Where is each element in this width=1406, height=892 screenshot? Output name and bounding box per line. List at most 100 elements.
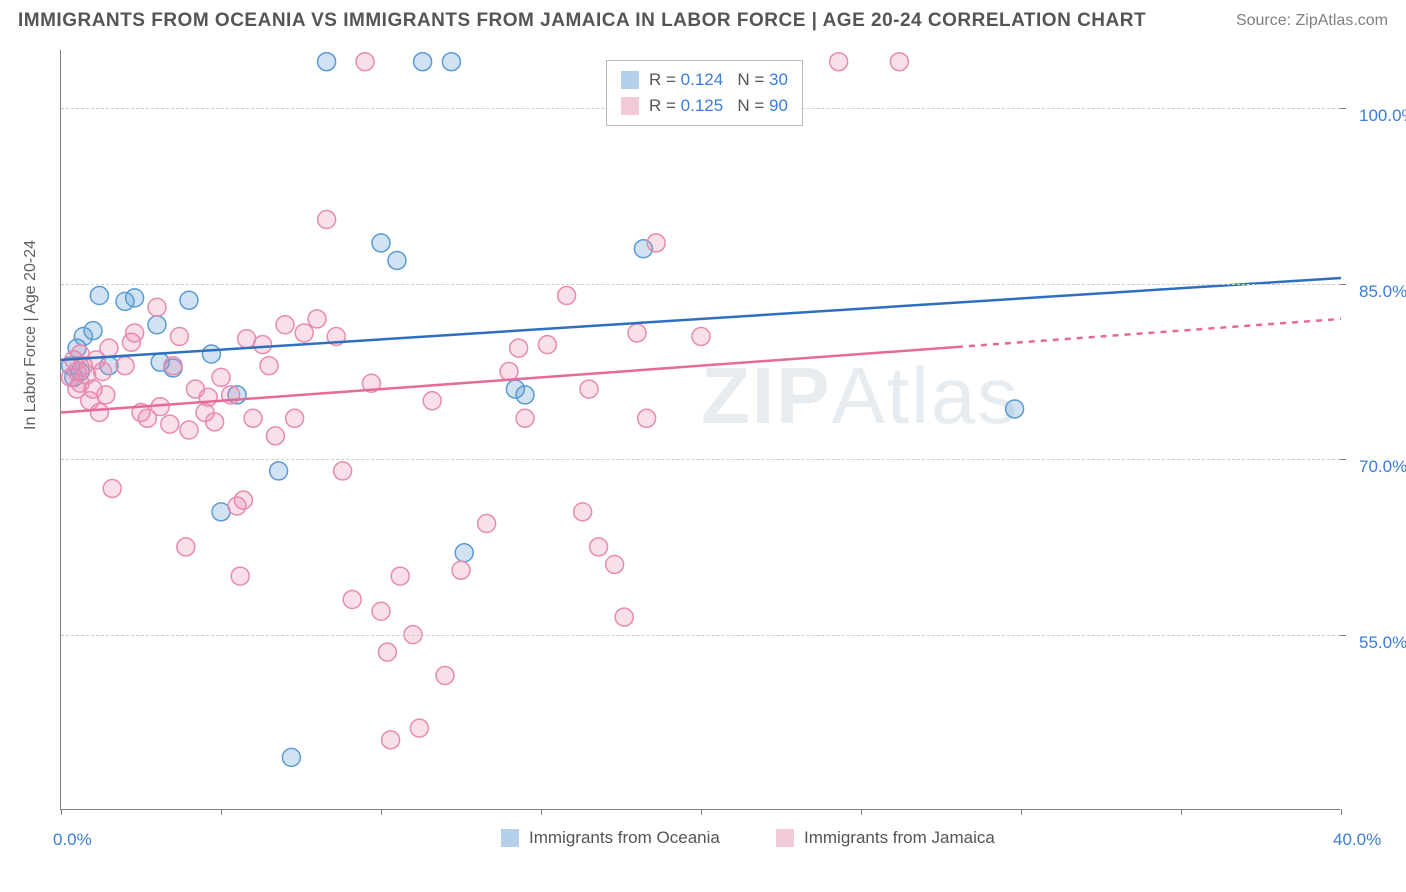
- x-tick: [61, 809, 62, 815]
- y-tick: [1340, 108, 1346, 109]
- legend-bottom-swatch-jamaica: [776, 829, 794, 847]
- x-tick-label: 40.0%: [1333, 830, 1381, 850]
- scatter-point-jamaica: [164, 357, 182, 375]
- scatter-point-jamaica: [308, 310, 326, 328]
- scatter-point-jamaica: [334, 462, 352, 480]
- scatter-point-jamaica: [580, 380, 598, 398]
- scatter-point-jamaica: [382, 731, 400, 749]
- plot-area: ZIPAtlas 55.0%70.0%85.0%100.0%0.0%40.0%R…: [60, 50, 1340, 810]
- scatter-point-oceania: [282, 748, 300, 766]
- scatter-point-jamaica: [890, 53, 908, 71]
- scatter-point-jamaica: [180, 421, 198, 439]
- scatter-point-jamaica: [234, 491, 252, 509]
- chart-svg: [61, 50, 1340, 809]
- legend-stats-row-oceania: R = 0.124 N = 30: [621, 67, 788, 93]
- scatter-point-jamaica: [628, 324, 646, 342]
- y-tick: [1340, 284, 1346, 285]
- scatter-point-oceania: [442, 53, 460, 71]
- scatter-point-jamaica: [391, 567, 409, 585]
- legend-stats-text-jamaica: R = 0.125 N = 90: [649, 96, 788, 116]
- scatter-point-jamaica: [94, 363, 112, 381]
- scatter-point-jamaica: [410, 719, 428, 737]
- legend-bottom-oceania: Immigrants from Oceania: [501, 828, 720, 848]
- x-tick: [1021, 809, 1022, 815]
- scatter-point-oceania: [455, 544, 473, 562]
- x-tick: [541, 809, 542, 815]
- scatter-point-jamaica: [161, 415, 179, 433]
- scatter-point-jamaica: [356, 53, 374, 71]
- y-axis-label: In Labor Force | Age 20-24: [22, 240, 40, 430]
- scatter-point-jamaica: [206, 413, 224, 431]
- scatter-point-jamaica: [378, 643, 396, 661]
- scatter-point-oceania: [270, 462, 288, 480]
- y-tick-label: 100.0%: [1359, 106, 1406, 126]
- scatter-point-jamaica: [647, 234, 665, 252]
- legend-bottom-swatch-oceania: [501, 829, 519, 847]
- legend-bottom-label-oceania: Immigrants from Oceania: [529, 828, 720, 848]
- scatter-point-oceania: [84, 322, 102, 340]
- source-label: Source: ZipAtlas.com: [1236, 12, 1388, 30]
- x-tick: [1341, 809, 1342, 815]
- legend-stats: R = 0.124 N = 30 R = 0.125 N = 90: [606, 60, 803, 126]
- scatter-point-jamaica: [436, 667, 454, 685]
- trend-line-oceania: [61, 278, 1341, 360]
- legend-stats-text-oceania: R = 0.124 N = 30: [649, 70, 788, 90]
- y-tick-label: 85.0%: [1359, 282, 1406, 302]
- legend-swatch-jamaica: [621, 97, 639, 115]
- scatter-point-jamaica: [452, 561, 470, 579]
- scatter-point-oceania: [516, 386, 534, 404]
- scatter-point-jamaica: [266, 427, 284, 445]
- scatter-point-jamaica: [126, 324, 144, 342]
- scatter-point-jamaica: [423, 392, 441, 410]
- scatter-point-jamaica: [343, 591, 361, 609]
- title-bar: IMMIGRANTS FROM OCEANIA VS IMMIGRANTS FR…: [0, 0, 1406, 36]
- scatter-point-jamaica: [116, 357, 134, 375]
- y-tick-label: 55.0%: [1359, 633, 1406, 653]
- scatter-point-oceania: [318, 53, 336, 71]
- scatter-point-oceania: [372, 234, 390, 252]
- legend-bottom-label-jamaica: Immigrants from Jamaica: [804, 828, 995, 848]
- scatter-point-jamaica: [538, 336, 556, 354]
- scatter-point-jamaica: [692, 327, 710, 345]
- scatter-point-jamaica: [100, 339, 118, 357]
- x-tick: [1181, 809, 1182, 815]
- scatter-point-jamaica: [478, 515, 496, 533]
- scatter-point-oceania: [388, 251, 406, 269]
- gridline-h: [61, 284, 1340, 285]
- trend-line-jamaica-dashed: [957, 319, 1341, 347]
- scatter-point-jamaica: [558, 287, 576, 305]
- scatter-point-jamaica: [615, 608, 633, 626]
- scatter-point-jamaica: [830, 53, 848, 71]
- scatter-point-oceania: [90, 287, 108, 305]
- legend-swatch-oceania: [621, 71, 639, 89]
- x-tick: [861, 809, 862, 815]
- scatter-point-jamaica: [212, 368, 230, 386]
- chart-container: IMMIGRANTS FROM OCEANIA VS IMMIGRANTS FR…: [0, 0, 1406, 892]
- scatter-point-jamaica: [372, 602, 390, 620]
- x-tick-label: 0.0%: [53, 830, 92, 850]
- scatter-point-oceania: [414, 53, 432, 71]
- gridline-h: [61, 635, 1340, 636]
- scatter-point-jamaica: [318, 211, 336, 229]
- scatter-point-oceania: [202, 345, 220, 363]
- scatter-point-jamaica: [574, 503, 592, 521]
- y-tick: [1340, 459, 1346, 460]
- scatter-point-oceania: [1006, 400, 1024, 418]
- scatter-point-jamaica: [638, 409, 656, 427]
- scatter-point-oceania: [148, 316, 166, 334]
- y-tick: [1340, 635, 1346, 636]
- scatter-point-jamaica: [231, 567, 249, 585]
- legend-bottom-jamaica: Immigrants from Jamaica: [776, 828, 995, 848]
- chart-title: IMMIGRANTS FROM OCEANIA VS IMMIGRANTS FR…: [18, 10, 1146, 32]
- x-tick: [381, 809, 382, 815]
- scatter-point-jamaica: [590, 538, 608, 556]
- scatter-point-jamaica: [260, 357, 278, 375]
- scatter-point-jamaica: [500, 363, 518, 381]
- scatter-point-jamaica: [103, 479, 121, 497]
- scatter-point-jamaica: [510, 339, 528, 357]
- scatter-point-jamaica: [276, 316, 294, 334]
- scatter-point-jamaica: [90, 403, 108, 421]
- scatter-point-jamaica: [244, 409, 262, 427]
- scatter-point-oceania: [126, 289, 144, 307]
- x-tick: [701, 809, 702, 815]
